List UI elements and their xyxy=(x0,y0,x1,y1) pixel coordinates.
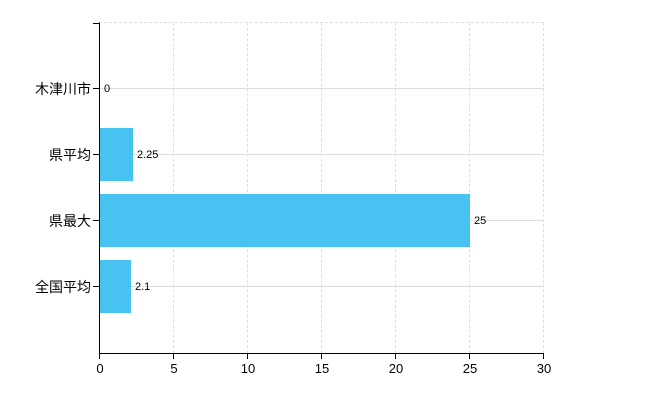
x-axis-tick xyxy=(99,354,100,359)
horizontal-gridline xyxy=(100,88,544,89)
vertical-gridline xyxy=(321,23,322,353)
x-axis-tick-label: 30 xyxy=(536,361,552,376)
category-label: 県平均 xyxy=(49,147,91,163)
y-axis-tick xyxy=(93,23,99,24)
horizontal-gridline xyxy=(100,154,544,155)
bar-県最大 xyxy=(100,194,470,247)
bar-value-label: 0 xyxy=(104,83,111,95)
bar-県平均 xyxy=(100,128,133,181)
bar-全国平均 xyxy=(100,260,131,313)
x-axis-tick xyxy=(173,354,174,359)
x-axis-tick-label: 0 xyxy=(96,361,104,376)
x-axis-tick-label: 25 xyxy=(462,361,478,376)
x-axis-tick xyxy=(247,354,248,359)
x-axis-tick-label: 20 xyxy=(388,361,404,376)
x-axis-tick-label: 15 xyxy=(314,361,330,376)
x-axis-tick xyxy=(395,354,396,359)
category-label: 県最大 xyxy=(49,213,91,229)
horizontal-gridline xyxy=(100,286,544,287)
category-label: 全国平均 xyxy=(35,279,91,295)
x-axis-tick xyxy=(321,354,322,359)
y-axis-tick xyxy=(93,220,99,221)
x-axis-tick-label: 5 xyxy=(170,361,178,376)
vertical-gridline xyxy=(543,23,544,353)
vertical-gridline xyxy=(395,23,396,353)
y-axis-tick xyxy=(93,286,99,287)
y-axis-tick xyxy=(93,88,99,89)
bar-value-label: 2.25 xyxy=(137,149,159,161)
x-axis-tick xyxy=(469,354,470,359)
plot-area: 0 2.25 25 2.1 xyxy=(93,22,544,359)
y-axis-tick xyxy=(93,154,99,155)
x-axis-tick-label: 10 xyxy=(240,361,256,376)
bar-value-label: 25 xyxy=(474,215,487,227)
bar-value-label: 2.1 xyxy=(135,281,151,293)
vertical-gridline xyxy=(469,23,470,353)
category-label: 木津川市 xyxy=(35,81,91,97)
x-axis-tick xyxy=(543,354,544,359)
vertical-gridline xyxy=(247,23,248,353)
vertical-gridline xyxy=(173,23,174,353)
